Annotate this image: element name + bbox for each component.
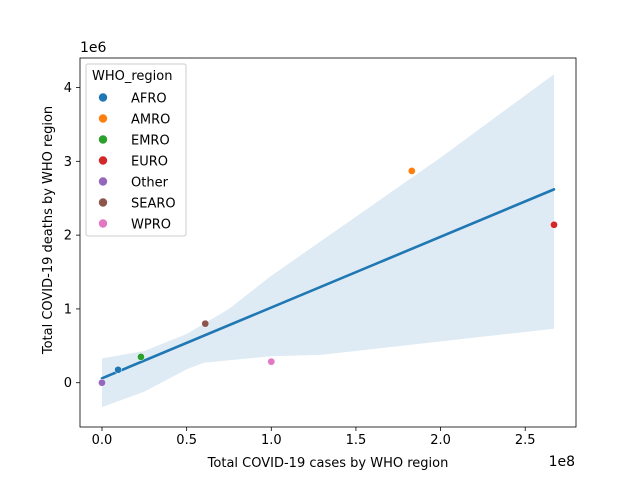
x-axis-label: Total COVID-19 cases by WHO region: [207, 456, 449, 471]
legend-label-afro: AFRO: [131, 92, 167, 107]
legend-label-wpro: WPRO: [131, 218, 171, 233]
legend-label-other: Other: [131, 176, 169, 191]
x-axis-ticks: 0.0 0.5 1.0 1.5 2.0 2.5: [92, 427, 536, 448]
point-emro: [137, 353, 145, 361]
y-tick-label: 0: [64, 376, 72, 391]
point-afro: [114, 365, 122, 374]
legend-marker-wpro: [98, 219, 108, 228]
data-points-layer: [98, 167, 558, 387]
legend-label-amro: AMRO: [131, 113, 170, 128]
confidence-band: [102, 74, 554, 408]
y-tick-label: 2: [64, 229, 72, 244]
x-tick-label: 0.0: [92, 433, 113, 448]
x-tick-label: 1.5: [346, 433, 367, 448]
point-euro: [550, 220, 558, 229]
legend-label-euro: EURO: [131, 155, 168, 170]
x-tick-label: 2.5: [515, 433, 536, 448]
legend-marker-euro: [98, 156, 108, 165]
regression-line: [100, 188, 556, 380]
regression-line-layer: [100, 188, 556, 380]
point-searo: [201, 319, 210, 328]
legend-items: AFRO AMRO EMRO EURO Other SEARO WPRO: [98, 92, 176, 233]
x-offset-label: 1e8: [549, 454, 575, 470]
legend-marker-searo: [98, 198, 108, 207]
y-axis-label: Total COVID-19 deaths by WHO region: [41, 106, 56, 355]
y-tick-label: 4: [64, 81, 72, 96]
legend-marker-afro: [98, 93, 108, 102]
legend-marker-amro: [98, 114, 108, 123]
legend-label-searo: SEARO: [131, 197, 176, 212]
x-tick-label: 1.0: [261, 433, 282, 448]
legend-marker-emro: [98, 135, 108, 144]
point-wpro: [267, 357, 276, 366]
point-amro: [407, 167, 416, 175]
legend-box: [85, 63, 187, 237]
y-axis-ticks: 0 1 2 3 4: [64, 81, 80, 391]
legend-title: WHO_region: [92, 69, 172, 84]
y-offset-label: 1e6: [80, 40, 107, 56]
y-tick-label: 1: [64, 302, 72, 317]
x-tick-label: 2.0: [430, 433, 451, 448]
plot-frame: [79, 57, 577, 428]
legend-marker-other: [98, 177, 108, 186]
point-other: [98, 378, 106, 387]
legend: WHO_region AFRO AMRO EMRO EURO Other SEARO WPR…: [85, 63, 187, 237]
legend-label-emro: EMRO: [131, 134, 170, 149]
x-tick-label: 0.5: [176, 433, 197, 448]
confidence-band-layer: [102, 74, 554, 408]
y-tick-label: 3: [64, 155, 72, 170]
